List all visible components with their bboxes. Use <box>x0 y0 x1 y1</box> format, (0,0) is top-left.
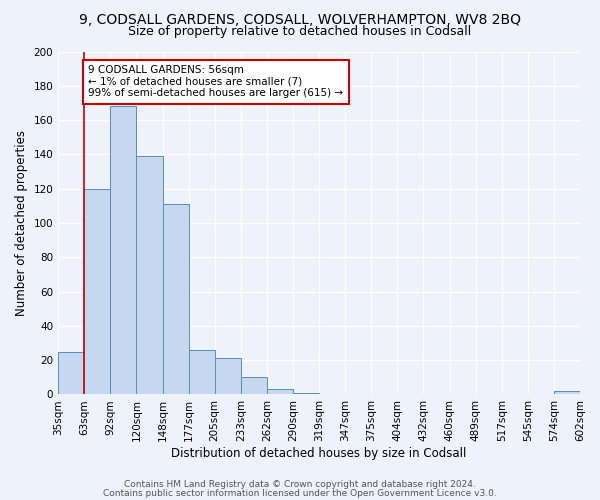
Bar <box>110 106 136 395</box>
Text: Size of property relative to detached houses in Codsall: Size of property relative to detached ho… <box>128 25 472 38</box>
Bar <box>58 352 84 395</box>
Bar <box>136 156 163 394</box>
Text: Contains public sector information licensed under the Open Government Licence v3: Contains public sector information licen… <box>103 488 497 498</box>
Text: 9, CODSALL GARDENS, CODSALL, WOLVERHAMPTON, WV8 2BQ: 9, CODSALL GARDENS, CODSALL, WOLVERHAMPT… <box>79 12 521 26</box>
Bar <box>84 188 110 394</box>
X-axis label: Distribution of detached houses by size in Codsall: Distribution of detached houses by size … <box>172 447 467 460</box>
Bar <box>554 391 580 394</box>
Text: Contains HM Land Registry data © Crown copyright and database right 2024.: Contains HM Land Registry data © Crown c… <box>124 480 476 489</box>
Bar <box>188 350 215 395</box>
Bar <box>267 390 293 394</box>
Bar <box>163 204 188 394</box>
Bar <box>293 392 319 394</box>
Y-axis label: Number of detached properties: Number of detached properties <box>15 130 28 316</box>
Bar <box>215 358 241 394</box>
Text: 9 CODSALL GARDENS: 56sqm
← 1% of detached houses are smaller (7)
99% of semi-det: 9 CODSALL GARDENS: 56sqm ← 1% of detache… <box>88 65 343 98</box>
Bar <box>241 378 267 394</box>
